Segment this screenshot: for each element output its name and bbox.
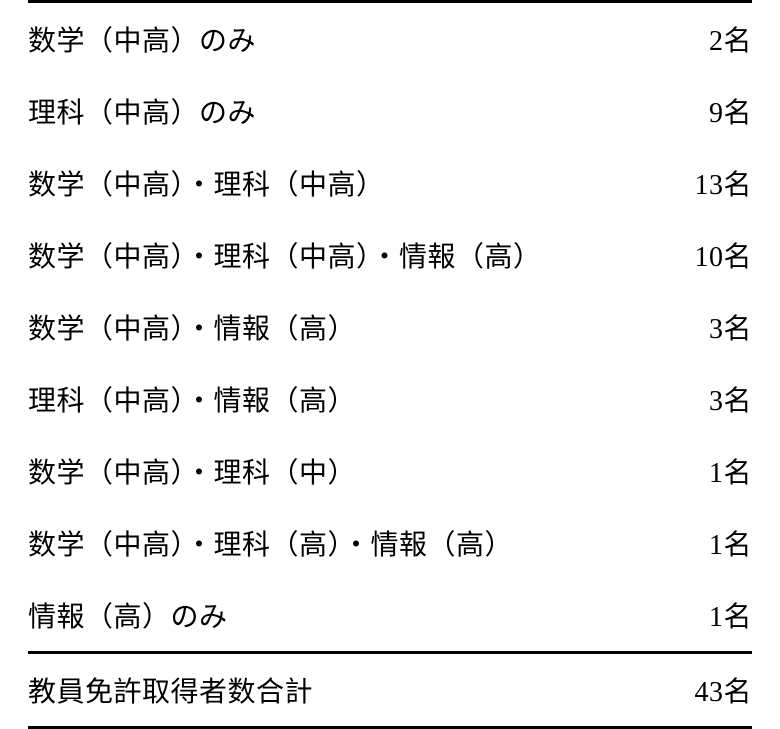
row-value: 3名 [709,379,752,419]
row-label: 数学（中高）・理科（中高） [28,163,385,203]
total-label: 教員免許取得者数合計 [28,670,313,710]
row-value: 1名 [709,595,752,635]
table-row: 数学（中高）・理科（中高）・情報（高） 10名 [28,219,752,291]
row-label: 数学（中高）・理科（中高）・情報（高） [28,235,542,275]
total-value: 43名 [694,670,752,710]
row-label: 数学（中高）・理科（高）・情報（高） [28,523,513,563]
table-row: 数学（中高）・理科（中高） 13名 [28,147,752,219]
row-value: 13名 [694,163,752,203]
row-label: 理科（中高）・情報（高） [28,379,356,419]
table-row: 数学（中高）・理科（中） 1名 [28,435,752,507]
row-value: 3名 [709,307,752,347]
row-value: 2名 [709,19,752,59]
table-row: 理科（中高）のみ 9名 [28,75,752,147]
row-label: 数学（中高）・情報（高） [28,307,356,347]
table-row: 数学（中高）・理科（高）・情報（高） 1名 [28,507,752,579]
table-row: 理科（中高）・情報（高） 3名 [28,363,752,435]
license-table: 数学（中高）のみ 2名 理科（中高）のみ 9名 数学（中高）・理科（中高） 13… [0,0,780,729]
table-row: 情報（高）のみ 1名 [28,579,752,651]
row-label: 数学（中高）のみ [28,19,256,59]
total-row: 教員免許取得者数合計 43名 [28,654,752,726]
row-label: 理科（中高）のみ [28,91,256,131]
table-row: 数学（中高）のみ 2名 [28,3,752,75]
row-value: 1名 [709,523,752,563]
row-label: 数学（中高）・理科（中） [28,451,356,491]
row-value: 1名 [709,451,752,491]
row-value: 10名 [694,235,752,275]
row-label: 情報（高）のみ [28,595,228,635]
row-value: 9名 [709,91,752,131]
table-row: 数学（中高）・情報（高） 3名 [28,291,752,363]
